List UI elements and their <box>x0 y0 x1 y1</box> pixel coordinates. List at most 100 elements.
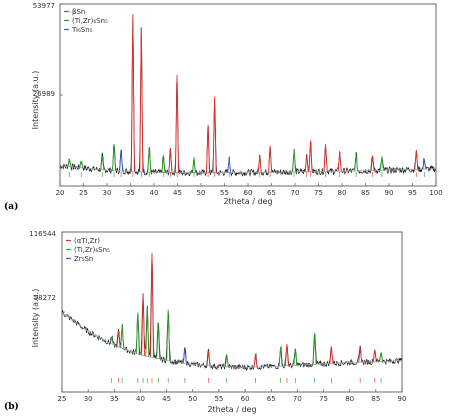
peak-marker <box>67 158 72 167</box>
panel-b-xlabel: 2theta / deg <box>207 405 256 414</box>
plot-frame <box>59 3 437 187</box>
x-tick-label: 70 <box>293 395 302 403</box>
x-tick-label: 65 <box>267 189 276 197</box>
x-tick-label: 55 <box>220 189 229 197</box>
legend-entry: (Ti,Zr)₆Sn₅ <box>72 17 108 25</box>
panel-b-ytick-mid: 58272 <box>34 294 56 302</box>
observed-pattern-line <box>61 258 402 371</box>
x-tick-label: 85 <box>361 189 370 197</box>
peak-marker <box>253 354 258 368</box>
peak-marker <box>116 330 121 347</box>
peak-marker <box>112 143 116 171</box>
peak-marker <box>414 150 419 170</box>
peak-marker <box>79 160 84 168</box>
observed-pattern-line <box>59 17 436 177</box>
panel-b-ytick-max: 116544 <box>29 230 56 238</box>
x-tick-label: 95 <box>408 189 417 197</box>
peak-marker <box>308 140 313 172</box>
peak-marker <box>293 349 298 366</box>
peak-marker <box>161 155 166 173</box>
peak-marker <box>206 350 211 366</box>
peak-marker <box>135 312 140 355</box>
x-tick-label: 70 <box>291 189 300 197</box>
peak-marker <box>227 158 232 173</box>
peak-marker <box>166 309 171 361</box>
panel-b-plot: 25 30 35 40 45 50 55 60 65 70 75 80 85 90 <box>58 231 407 403</box>
peak-marker <box>147 147 152 173</box>
peak-marker <box>358 348 363 363</box>
peak-marker <box>284 343 289 366</box>
x-tick-label: 30 <box>84 395 93 403</box>
peak-marker <box>141 293 146 356</box>
peak-marker <box>304 153 309 172</box>
peak-marker <box>100 155 105 170</box>
x-tick-label: 30 <box>103 189 112 197</box>
x-tick-label: 45 <box>173 189 182 197</box>
peak-marker <box>278 346 283 367</box>
x-tick-label: 40 <box>136 395 145 403</box>
peak-marker <box>337 152 342 172</box>
x-tick-label: 50 <box>197 189 206 197</box>
legend-entry: βSn <box>72 8 85 16</box>
panel-a-ytick-mid: 26989 <box>33 90 55 98</box>
x-tick-label: 60 <box>244 189 253 197</box>
legend-entry: Zr₅Sn <box>74 255 93 263</box>
peak-marker <box>182 348 187 364</box>
peak-marker <box>257 155 262 173</box>
x-tick-label: 60 <box>241 395 250 403</box>
legend-entry: (αTi,Zr) <box>74 237 100 245</box>
peak-marker <box>139 27 144 172</box>
x-tick-label: 50 <box>188 395 197 403</box>
x-tick-label: 65 <box>267 395 276 403</box>
x-tick-label: 80 <box>345 395 354 403</box>
x-tick-label: 75 <box>314 189 323 197</box>
x-tick-label: 100 <box>429 189 442 197</box>
panel-a-ylabel: Intensity (a.u.) <box>31 71 40 130</box>
legend-entry: Ti₆Sn₅ <box>71 26 93 34</box>
x-tick-label: 90 <box>385 189 394 197</box>
peak-marker <box>109 337 114 344</box>
peak-marker <box>156 323 161 359</box>
x-tick-label: 45 <box>162 395 171 403</box>
x-tick-label: 90 <box>398 395 407 403</box>
background-line <box>59 165 437 174</box>
x-tick-label: 35 <box>110 395 119 403</box>
panel-a-plot: 20 25 30 35 40 45 50 55 60 65 70 75 80 85 90 95 100 <box>56 3 443 197</box>
peak-marker <box>168 148 173 173</box>
legend-entry: (Ti,Zr)₆Sn₅ <box>74 246 110 254</box>
peak-marker <box>379 352 384 362</box>
x-tick-label: 25 <box>58 395 67 403</box>
panel-a-ytick-max: 53977 <box>33 2 55 10</box>
peak-marker <box>120 326 125 349</box>
panel-b-label: (b) <box>4 401 19 412</box>
peak-marker <box>354 153 359 171</box>
panel-b-ylabel: Intensity (a.u.) <box>31 289 40 348</box>
peak-marker <box>192 157 196 173</box>
peak-marker <box>312 332 317 365</box>
plot-frame <box>61 231 403 393</box>
x-tick-label: 55 <box>214 395 223 403</box>
background-line <box>61 312 403 368</box>
x-tick-label: 20 <box>56 189 65 197</box>
peak-marker <box>422 158 427 170</box>
peak-marker <box>175 74 179 173</box>
peak-marker <box>292 150 297 172</box>
x-tick-label: 40 <box>150 189 159 197</box>
x-tick-label: 85 <box>371 395 380 403</box>
peak-marker <box>206 125 210 173</box>
x-tick-label: 80 <box>338 189 347 197</box>
peak-marker <box>372 349 377 362</box>
x-tick-label: 35 <box>126 189 135 197</box>
peak-marker <box>323 143 328 172</box>
peak-marker <box>212 96 217 173</box>
panel-a-xlabel: 2theta / deg <box>223 197 272 206</box>
peak-marker <box>379 157 384 171</box>
peak-marker <box>150 253 154 358</box>
peak-marker <box>145 306 150 357</box>
peak-marker <box>119 150 124 171</box>
peak-marker <box>370 155 375 171</box>
peak-marker <box>268 145 273 173</box>
